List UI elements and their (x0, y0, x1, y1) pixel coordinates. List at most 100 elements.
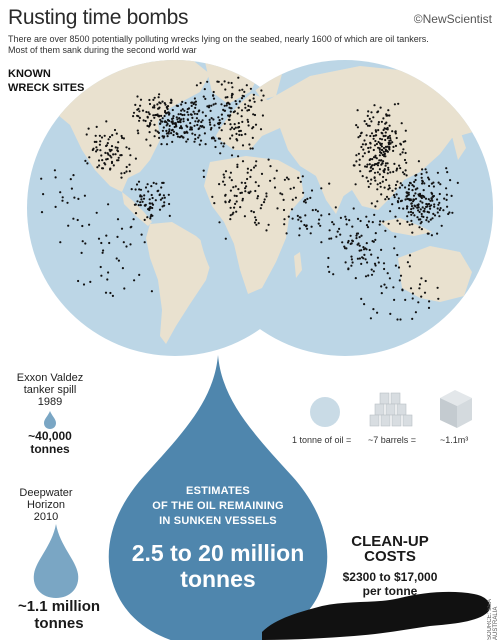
wreck-dot (372, 148, 375, 152)
wreck-dot (165, 129, 168, 132)
wreck-dot (180, 103, 183, 106)
wreck-dot (243, 215, 246, 218)
wreck-dot (374, 238, 377, 241)
wreck-dot (392, 286, 395, 289)
wreck-dot (418, 287, 421, 290)
wreck-dot (358, 236, 361, 239)
wreck-dot (229, 128, 232, 131)
estimate-range-value: 2.5 to 20 million (131, 540, 305, 566)
wreck-dot (129, 154, 132, 157)
wreck-dot (451, 211, 454, 214)
wreck-dot (433, 214, 437, 217)
wreck-dot (368, 163, 371, 166)
wreck-dot (388, 114, 391, 117)
wreck-dot (377, 140, 380, 144)
wreck-dot (359, 219, 362, 223)
wreck-dot (319, 224, 322, 227)
wreck-dot (396, 200, 399, 203)
wreck-dot (379, 137, 382, 140)
wreck-dot (241, 144, 245, 147)
wreck-dot (235, 210, 238, 213)
wreck-dot (132, 115, 135, 118)
wreck-dot (210, 104, 213, 107)
wreck-dot (389, 210, 392, 213)
wreck-dot (310, 225, 313, 228)
wreck-dot (136, 108, 139, 111)
wreck-dot (77, 197, 80, 200)
wreck-dot (411, 211, 415, 214)
wreck-dot (421, 206, 424, 209)
wreck-dot (384, 131, 387, 134)
wreck-dot (262, 201, 266, 204)
wreck-dot (304, 201, 307, 204)
wreck-dot (380, 285, 383, 288)
wreck-dot (142, 197, 146, 200)
cube-icon (440, 390, 472, 428)
wreck-dot (140, 233, 143, 236)
wreck-dot (166, 118, 170, 122)
wreck-dot (363, 139, 366, 142)
wreck-dot (421, 168, 424, 171)
wreck-dot (190, 101, 193, 104)
wreck-dot (373, 176, 376, 179)
wreck-dot (356, 243, 359, 246)
wreck-dot (263, 198, 266, 201)
wreck-dot (228, 118, 231, 121)
wreck-dot (175, 132, 179, 136)
wreck-dot (255, 223, 258, 226)
wreck-dot (382, 160, 385, 163)
wreck-dot (367, 185, 370, 188)
wreck-dot (157, 107, 160, 110)
wreck-dot (186, 131, 189, 134)
deepwater-amount-value: ~1.1 million (17, 598, 101, 615)
wreck-dot (112, 153, 115, 156)
wreck-dot (371, 167, 374, 170)
wreck-dot (233, 127, 236, 131)
deepwater-label: Deepwater Horizon 2010 (6, 487, 86, 523)
wreck-dot (425, 219, 428, 222)
wreck-dot (378, 154, 381, 157)
wreck-dot (110, 156, 113, 159)
wreck-dot (172, 130, 175, 133)
wreck-dot (388, 139, 391, 142)
wreck-dot (171, 120, 174, 123)
wreck-dot (176, 135, 180, 138)
wreck-dot (438, 192, 441, 196)
wreck-dot (210, 126, 213, 130)
wreck-dot (399, 153, 402, 156)
wreck-dot (220, 83, 223, 86)
wreck-dot (366, 226, 370, 229)
wreck-dot (190, 104, 193, 107)
wreck-dot (114, 153, 117, 156)
wreck-dot (430, 204, 433, 207)
wreck-dot (125, 245, 128, 248)
wreck-dot (359, 170, 362, 173)
wreck-dot (299, 216, 302, 219)
wreck-dot (249, 147, 252, 150)
wreck-dot (213, 202, 216, 205)
wreck-dot (386, 137, 389, 140)
wreck-dot (246, 167, 249, 170)
wreck-dot (370, 268, 373, 271)
wreck-dot (367, 220, 370, 223)
wreck-dot (429, 199, 432, 202)
wreck-dot (354, 183, 357, 186)
wreck-dot (168, 128, 171, 131)
wreck-dot (401, 151, 404, 154)
wreck-dot (370, 273, 374, 276)
wreck-dot (153, 123, 156, 126)
wreck-dot (161, 117, 164, 120)
wreck-dot (423, 207, 426, 210)
wreck-dot (149, 144, 152, 147)
wreck-dot (402, 140, 405, 143)
wreck-dot (197, 136, 200, 139)
deepwater-oil-drop (33, 524, 79, 598)
wreck-dot (379, 106, 382, 109)
wreck-dot (182, 120, 185, 123)
wreck-dot (217, 137, 220, 140)
wreck-dot (327, 256, 330, 260)
wreck-dot (198, 143, 201, 146)
wreck-dot (379, 220, 382, 223)
wreck-dot (405, 174, 408, 177)
wreck-dot (379, 143, 382, 146)
